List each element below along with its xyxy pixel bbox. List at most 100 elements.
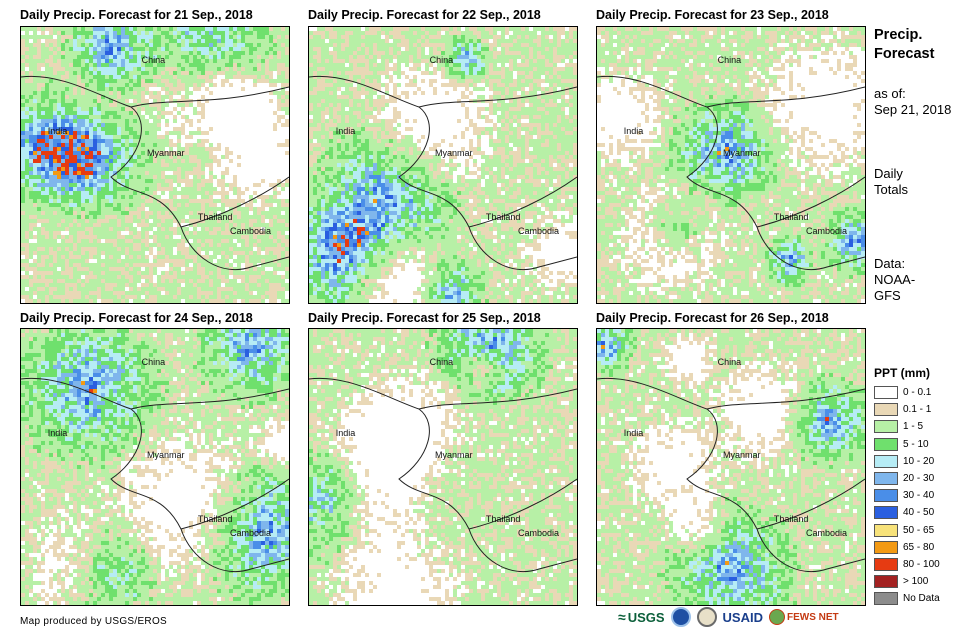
legend-label: 0 - 0.1 [903, 387, 931, 398]
legend-item: No Data [874, 590, 940, 607]
place-label-india: India [48, 428, 68, 438]
country-borders [597, 75, 865, 271]
legend-item: 1 - 5 [874, 418, 940, 435]
legend-item: 65 - 80 [874, 539, 940, 556]
panel-title: Daily Precip. Forecast for 26 Sep., 2018 [596, 311, 829, 325]
totals-note: Daily Totals [874, 166, 908, 198]
place-label-myanmar: Myanmar [435, 148, 473, 158]
totals-line2: Totals [874, 182, 908, 198]
panel-title: Daily Precip. Forecast for 22 Sep., 2018 [308, 8, 541, 22]
legend-swatch [874, 386, 898, 400]
precip-map: China India Myanmar Thailand Cambodia [308, 26, 578, 304]
legend: PPT (mm) 0 - 0.1 0.1 - 1 1 - 5 5 - 10 10 - 2… [874, 366, 940, 607]
place-label-thailand: Thailand [198, 212, 233, 222]
precip-map: China India Myanmar Thailand Cambodia [20, 328, 290, 606]
legend-item: 40 - 50 [874, 504, 940, 521]
place-label-india: India [624, 126, 644, 136]
precip-map: China India Myanmar Thailand Cambodia [308, 328, 578, 606]
as-of-date: Sep 21, 2018 [874, 102, 951, 118]
panel-title: Daily Precip. Forecast for 21 Sep., 2018 [20, 8, 253, 22]
legend-item: 10 - 20 [874, 453, 940, 470]
panel-title: Daily Precip. Forecast for 25 Sep., 2018 [308, 311, 541, 325]
place-label-cambodia: Cambodia [230, 528, 271, 538]
legend-item: 50 - 65 [874, 522, 940, 539]
precip-raster [597, 27, 865, 303]
legend-swatch [874, 592, 898, 606]
usgs-logo-text: USGS [628, 610, 665, 625]
legend-label: 80 - 100 [903, 559, 940, 570]
legend-label: 50 - 65 [903, 525, 934, 536]
legend-label: 10 - 20 [903, 456, 934, 467]
place-label-india: India [48, 126, 68, 136]
precip-raster [597, 329, 865, 605]
as-of: as of: Sep 21, 2018 [874, 86, 951, 118]
legend-label: 40 - 50 [903, 507, 934, 518]
precip-map: China India Myanmar Thailand Cambodia [20, 26, 290, 304]
place-label-china: China [718, 55, 742, 65]
legend-swatch [874, 403, 898, 417]
place-label-thailand: Thailand [198, 514, 233, 524]
sidebar-title: Precip. Forecast [874, 26, 934, 64]
legend-label: 20 - 30 [903, 473, 934, 484]
legend-label: 0.1 - 1 [903, 404, 931, 415]
usaid-logo: USAID [723, 610, 763, 625]
map-credit: Map produced by USGS/EROS [20, 616, 167, 627]
usaid-logo-text: USAID [723, 610, 763, 625]
legend-label: 1 - 5 [903, 421, 923, 432]
place-label-china: China [430, 55, 454, 65]
country-borders [309, 75, 577, 271]
legend-item: 0 - 0.1 [874, 384, 940, 401]
legend-label: > 100 [903, 576, 928, 587]
legend-swatch [874, 489, 898, 503]
sidebar-title-line1: Precip. [874, 26, 934, 45]
place-label-india: India [336, 126, 356, 136]
legend-label: No Data [903, 593, 940, 604]
legend-swatch [874, 575, 898, 589]
country-borders [21, 377, 289, 573]
fewsnet-logo-text: FEWS NET [787, 612, 839, 623]
noaa-logo [670, 607, 691, 627]
place-label-myanmar: Myanmar [435, 450, 473, 460]
legend-label: 30 - 40 [903, 490, 934, 501]
place-label-thailand: Thailand [774, 514, 809, 524]
country-borders [21, 75, 289, 271]
panel-title: Daily Precip. Forecast for 23 Sep., 2018 [596, 8, 829, 22]
legend-item: 20 - 30 [874, 470, 940, 487]
place-label-thailand: Thailand [486, 212, 521, 222]
fewsnet-logo: FEWS NET [768, 609, 839, 625]
place-label-cambodia: Cambodia [806, 226, 847, 236]
precip-raster [21, 329, 289, 605]
legend-item: 0.1 - 1 [874, 401, 940, 418]
panel-title: Daily Precip. Forecast for 24 Sep., 2018 [20, 311, 253, 325]
place-label-cambodia: Cambodia [518, 226, 559, 236]
as-of-label: as of: [874, 86, 951, 102]
data-source-label: Data: [874, 256, 915, 272]
place-label-china: China [142, 357, 166, 367]
place-label-myanmar: Myanmar [723, 450, 761, 460]
precip-raster [21, 27, 289, 303]
data-source-line2: GFS [874, 288, 915, 304]
precip-map: China India Myanmar Thailand Cambodia [596, 328, 866, 606]
legend-swatch [874, 506, 898, 520]
place-label-china: China [430, 357, 454, 367]
legend-swatch [874, 454, 898, 468]
legend-swatch [874, 472, 898, 486]
legend-swatch [874, 540, 898, 554]
place-label-cambodia: Cambodia [518, 528, 559, 538]
place-label-china: China [718, 357, 742, 367]
fewsnet-globe-icon [768, 609, 785, 625]
place-label-cambodia: Cambodia [806, 528, 847, 538]
legend-item: 80 - 100 [874, 556, 940, 573]
sidebar-title-line2: Forecast [874, 45, 934, 64]
place-label-india: India [336, 428, 356, 438]
totals-line1: Daily [874, 166, 908, 182]
legend-title: PPT (mm) [874, 366, 940, 380]
legend-swatch [874, 437, 898, 451]
place-label-myanmar: Myanmar [147, 148, 185, 158]
data-source: Data: NOAA- GFS [874, 256, 915, 304]
place-label-cambodia: Cambodia [230, 226, 271, 236]
legend-swatch [874, 523, 898, 537]
partner-logos: ≈ USGS USAID FEWS NET [618, 607, 839, 627]
place-label-thailand: Thailand [486, 514, 521, 524]
place-label-myanmar: Myanmar [147, 450, 185, 460]
